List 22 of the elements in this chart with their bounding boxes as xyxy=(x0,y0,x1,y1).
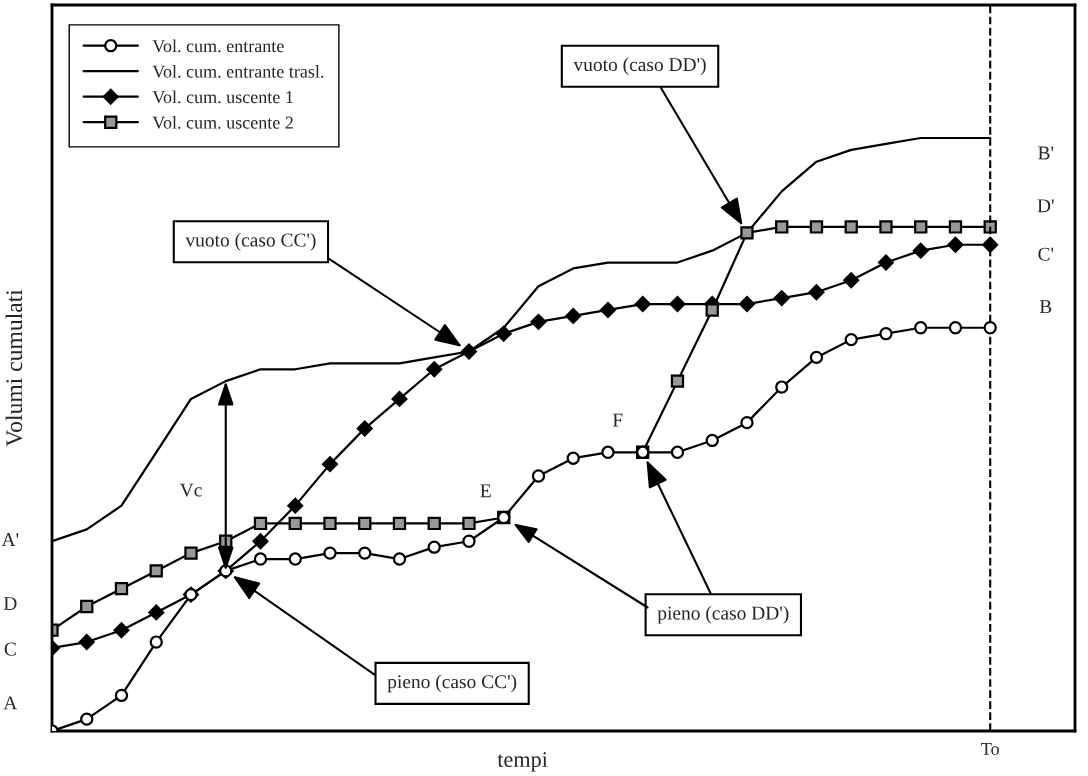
y-axis-title: Volumi cumulati xyxy=(5,289,23,447)
text: C xyxy=(4,642,16,656)
annotation: pieno (caso DD') xyxy=(657,605,789,624)
text: To xyxy=(981,742,999,755)
text: D' xyxy=(1037,199,1054,213)
text: vuoto (caso DD') xyxy=(573,57,706,76)
text: A xyxy=(3,696,18,710)
text: B xyxy=(1039,300,1052,314)
annotation: F xyxy=(612,413,623,427)
x-axis-title: tempi xyxy=(497,752,548,772)
legend-label: Vol. cum. entrante xyxy=(152,39,284,53)
annotation: pieno (caso CC') xyxy=(387,674,517,693)
text: A' xyxy=(1,533,19,546)
annotation: vuoto (caso CC') xyxy=(185,232,316,251)
legend-label: Vol. cum. uscente 1 xyxy=(152,90,293,104)
annotation: Vc xyxy=(179,483,202,497)
legend-label: Vol. cum. uscente 2 xyxy=(152,116,293,129)
legend-label: Vol. cum. entrante trasl. xyxy=(152,64,324,78)
text: D xyxy=(3,597,17,610)
text: C' xyxy=(1038,247,1054,261)
text: B' xyxy=(1038,146,1054,160)
annotation: E xyxy=(480,484,491,498)
